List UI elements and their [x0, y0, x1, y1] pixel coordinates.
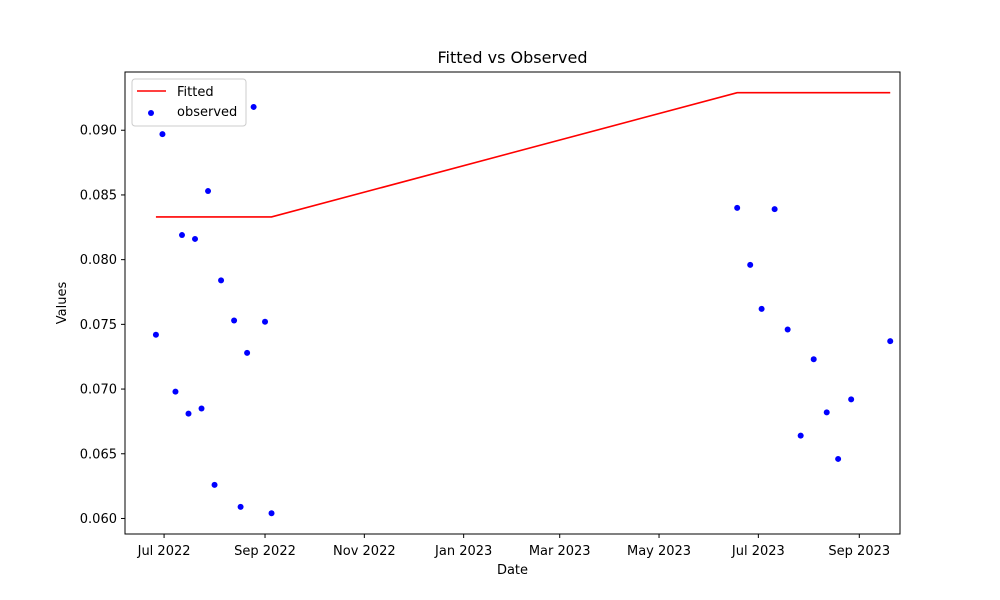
- observed-point: [810, 356, 817, 363]
- observed-point: [172, 388, 179, 395]
- y-tick-label: 0.090: [80, 124, 117, 139]
- observed-point: [758, 305, 765, 312]
- x-tick-label: May 2023: [627, 544, 691, 559]
- y-tick-label: 0.060: [80, 512, 117, 527]
- y-axis-label: Values: [55, 282, 70, 325]
- observed-point: [218, 277, 225, 284]
- x-axis: Jul 2022 Sep 2022 Nov 2022 Jan 2023 Mar 2023…: [137, 534, 890, 559]
- x-tick-label: Jan 2023: [434, 544, 492, 559]
- observed-point: [178, 232, 185, 239]
- observed-point: [205, 188, 212, 195]
- observed-point: [185, 410, 192, 417]
- x-tick-label: Mar 2023: [529, 544, 591, 559]
- plot-frame: [124, 71, 901, 535]
- legend-observed-swatch: [148, 110, 154, 116]
- fitted-line: [155, 91, 891, 218]
- x-axis-label: Date: [497, 563, 528, 578]
- observed-point: [771, 206, 778, 213]
- legend-observed-label: observed: [177, 105, 237, 120]
- y-tick-label: 0.080: [80, 253, 117, 268]
- observed-point: [244, 349, 251, 356]
- plot-area: [152, 91, 894, 517]
- observed-point: [747, 261, 754, 268]
- observed-point: [268, 510, 275, 517]
- chart-title: Fitted vs Observed: [438, 48, 588, 67]
- legend: Fitted observed: [131, 78, 247, 127]
- y-tick-label: 0.085: [80, 188, 117, 203]
- observed-point: [250, 103, 257, 110]
- observed-point: [797, 432, 804, 439]
- x-tick-label: Jul 2023: [731, 544, 785, 559]
- legend-fitted-label: Fitted: [177, 85, 214, 100]
- observed-point: [231, 317, 238, 324]
- x-tick-label: Sep 2022: [234, 544, 296, 559]
- x-tick-label: Jul 2022: [137, 544, 191, 559]
- observed-point: [152, 331, 159, 338]
- observed-point: [262, 318, 269, 325]
- x-tick-label: Sep 2023: [828, 544, 890, 559]
- observed-point: [211, 481, 218, 488]
- observed-point: [887, 338, 894, 345]
- observed-point: [198, 405, 205, 412]
- x-tick-label: Nov 2022: [333, 544, 396, 559]
- y-tick-label: 0.070: [80, 383, 117, 398]
- observed-point: [192, 235, 199, 242]
- observed-point: [835, 455, 842, 462]
- observed-point: [734, 204, 741, 211]
- y-tick-label: 0.065: [80, 447, 117, 462]
- observed-point: [848, 396, 855, 403]
- y-axis: 0.060 0.065 0.070 0.075 0.080 0.085 0.090: [80, 124, 125, 527]
- observed-point: [159, 131, 166, 138]
- observed-point: [823, 409, 830, 416]
- observed-point: [784, 326, 791, 333]
- observed-point: [237, 503, 244, 510]
- y-tick-label: 0.075: [80, 318, 117, 333]
